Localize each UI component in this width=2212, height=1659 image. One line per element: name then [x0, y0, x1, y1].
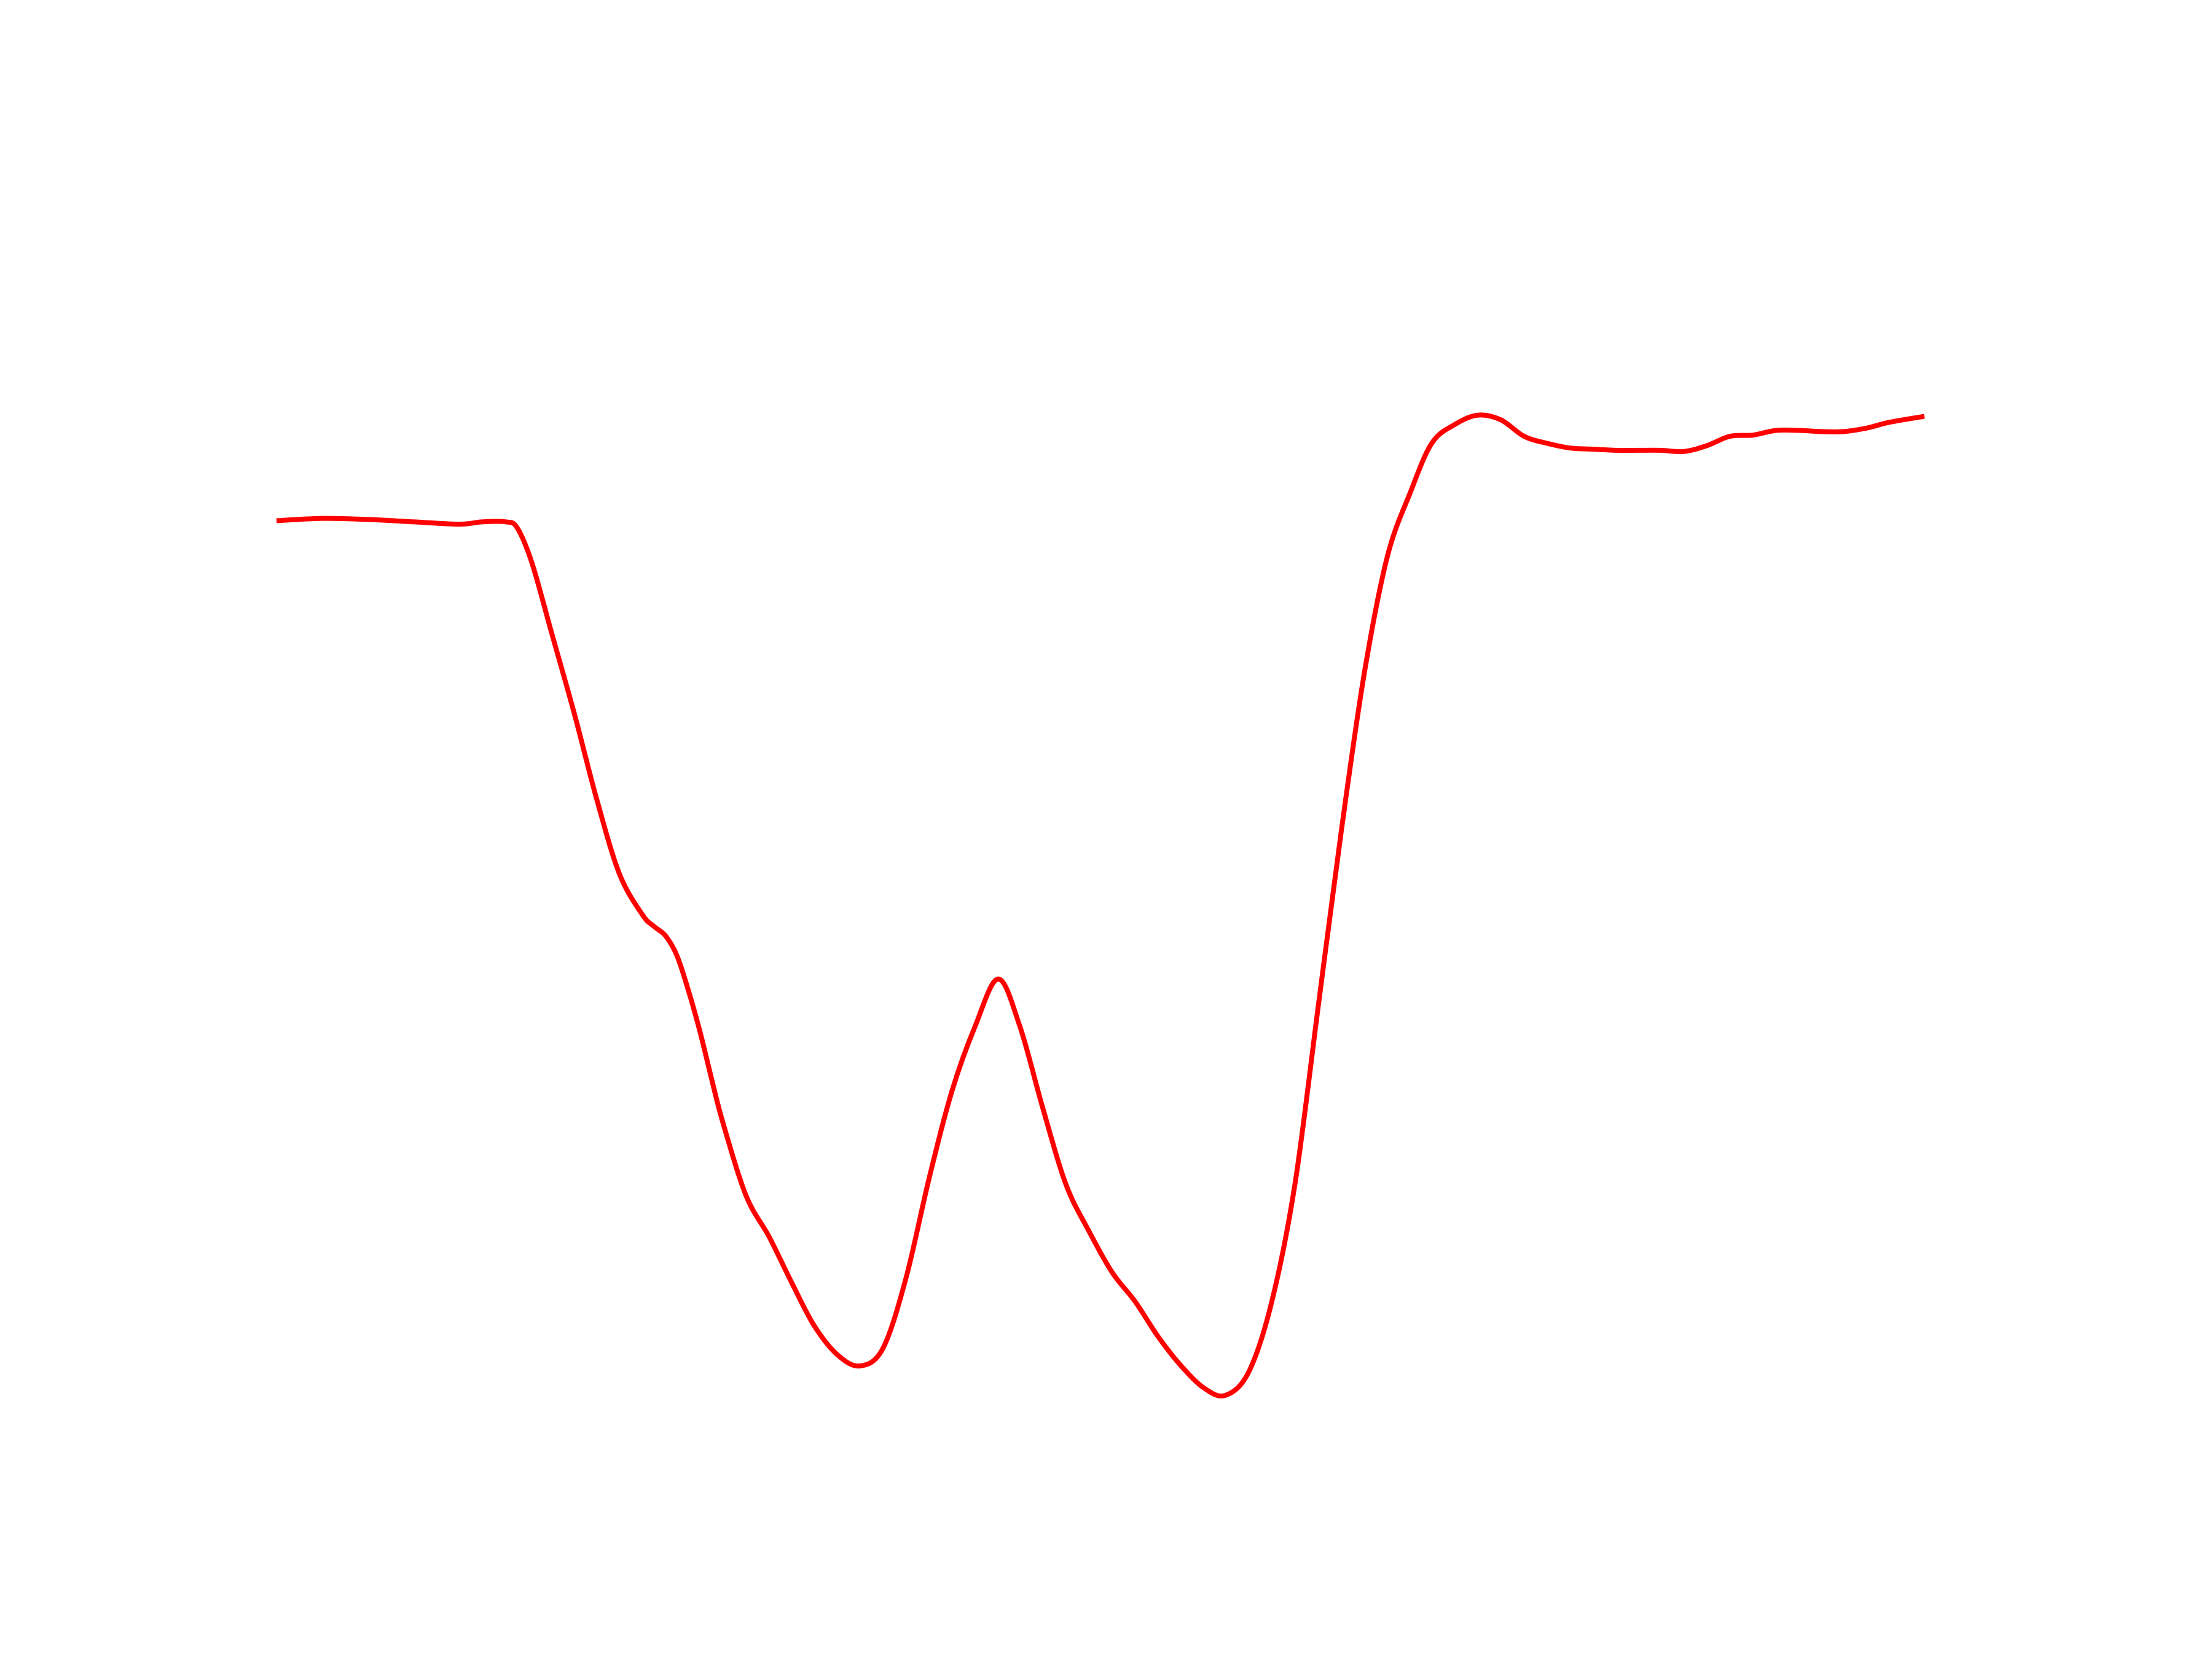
plot-area — [276, 412, 1925, 1398]
series-line-0 — [276, 412, 1925, 1398]
